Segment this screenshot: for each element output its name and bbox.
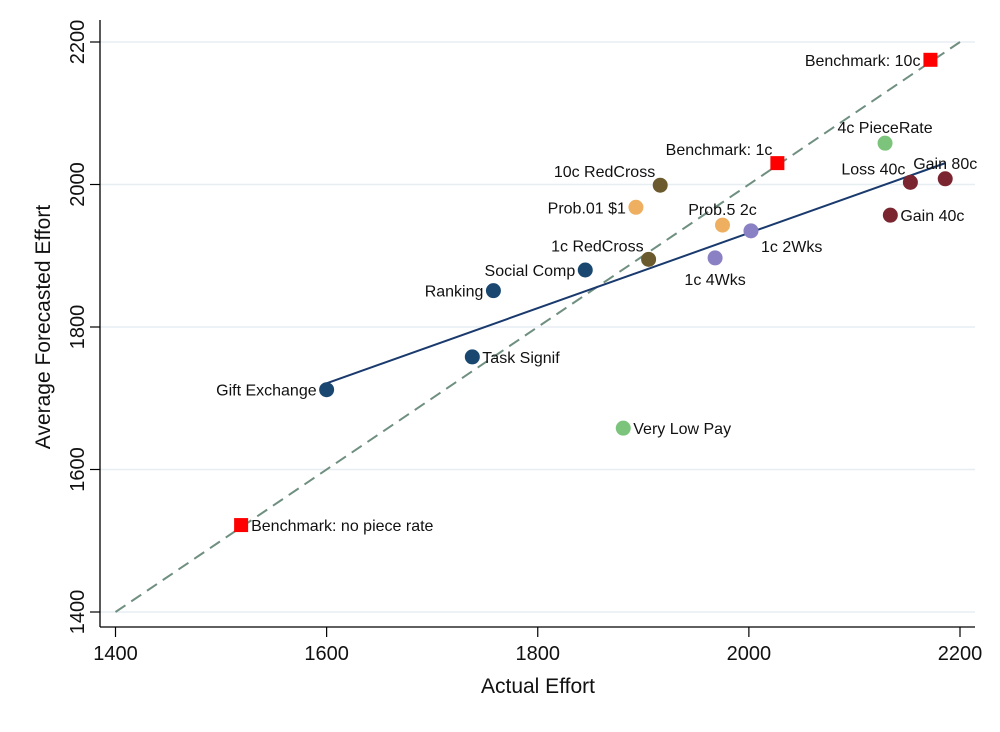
y-tick-label: 1600 — [67, 447, 89, 492]
point-circle — [485, 283, 501, 299]
point-label: Loss 40c — [841, 161, 905, 178]
x-tick-label: 2200 — [938, 643, 983, 665]
point-circle — [714, 217, 730, 233]
point-circle — [877, 135, 893, 151]
point-square — [770, 156, 785, 171]
point-label: Gain 40c — [900, 208, 964, 225]
x-tick-label: 1800 — [516, 643, 561, 665]
x-tick-label: 2000 — [727, 643, 772, 665]
point-label: Benchmark: 10c — [805, 53, 921, 70]
point-circle — [641, 251, 657, 267]
point-label: Very Low Pay — [633, 421, 731, 438]
y-tick-label: 2000 — [67, 162, 89, 207]
point-label: 4c PieceRate — [837, 120, 932, 137]
point-label: Gain 80c — [913, 156, 977, 173]
point-label: Social Comp — [485, 263, 576, 280]
y-tick-label: 2200 — [67, 20, 89, 65]
fit-line — [326, 162, 946, 385]
point-label: 1c 2Wks — [761, 239, 822, 256]
lines — [114, 41, 961, 613]
point-label: 1c RedCross — [551, 238, 643, 255]
y-tick-label: 1800 — [67, 305, 89, 350]
point-label: Benchmark: no piece rate — [251, 518, 433, 535]
point-label: 1c 4Wks — [684, 272, 745, 289]
y-axis-label: Average Forecasted Effort — [32, 205, 55, 450]
point-circle — [707, 250, 723, 266]
point-circle — [628, 199, 644, 215]
point-circle — [743, 223, 759, 239]
x-axis-label: Actual Effort — [481, 675, 595, 698]
point-circle — [577, 262, 593, 278]
point-label: Gift Exchange — [216, 383, 317, 400]
point-label: Prob.01 $1 — [548, 200, 626, 217]
point-label: Prob.5 2c — [688, 202, 756, 219]
gridlines — [100, 41, 975, 613]
point-label: Task Signif — [482, 350, 560, 367]
points: Benchmark: 10c 4c PieceRate Benchmark: 1c 1… — [216, 52, 977, 535]
point-label: Benchmark: 1c — [666, 142, 773, 159]
point-circle — [464, 349, 480, 365]
point-circle — [652, 177, 668, 193]
point-circle — [882, 207, 898, 223]
point-square — [923, 52, 938, 67]
point-label: 10c RedCross — [554, 164, 655, 181]
point-circle — [937, 171, 953, 187]
point-label: Ranking — [425, 284, 484, 301]
point-circle — [319, 382, 335, 398]
point-square — [234, 518, 249, 533]
x-tick-label: 1400 — [93, 643, 138, 665]
axes: 1400 1600 1800 2000 2200 1400 1600 1800 2000 2200 — [67, 20, 982, 665]
point-circle — [902, 174, 918, 190]
x-tick-label: 1600 — [304, 643, 349, 665]
point-circle — [615, 420, 631, 436]
y-tick-label: 1400 — [67, 590, 89, 635]
